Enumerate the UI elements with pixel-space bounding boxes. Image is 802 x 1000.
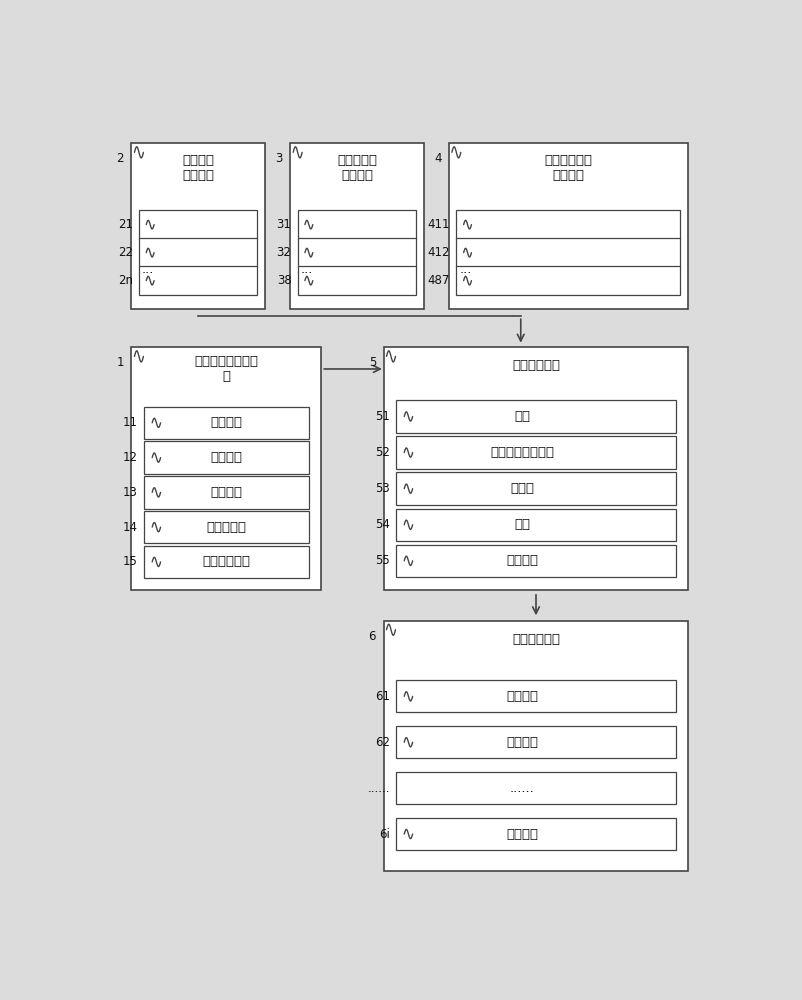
Text: 14: 14	[123, 521, 138, 534]
Text: 11: 11	[123, 416, 138, 429]
Text: 6i: 6i	[379, 828, 389, 841]
Text: 32: 32	[276, 246, 291, 259]
Text: ...: ...	[301, 263, 313, 276]
Text: 55: 55	[375, 554, 389, 567]
Bar	[456, 238, 679, 267]
Text: 3: 3	[275, 152, 282, 165]
Bar	[144, 441, 309, 474]
Text: 51: 51	[375, 410, 389, 423]
Text: ......: ......	[367, 782, 389, 795]
Bar	[298, 266, 415, 295]
Bar	[395, 818, 675, 850]
Text: 不合格品信息
采集组件: 不合格品信息 采集组件	[544, 154, 592, 182]
Text: 警示设施: 警示设施	[505, 690, 537, 703]
Bar	[395, 509, 675, 541]
Text: 62: 62	[375, 736, 389, 749]
Text: 2: 2	[116, 152, 124, 165]
Text: 不合格类型及数量: 不合格类型及数量	[489, 446, 553, 459]
Text: 会计期间: 会计期间	[210, 416, 242, 429]
Bar	[395, 545, 675, 577]
Text: 487: 487	[427, 274, 450, 287]
Text: 成本: 成本	[513, 518, 529, 531]
Text: 投料信息
采集组件: 投料信息 采集组件	[182, 154, 214, 182]
Bar	[132, 143, 265, 309]
Bar	[395, 436, 675, 469]
Bar	[144, 546, 309, 578]
Bar	[395, 400, 675, 433]
Bar	[395, 726, 675, 758]
Text: 警示设施: 警示设施	[505, 828, 537, 841]
Text: ...: ...	[459, 263, 472, 276]
Text: ......: ......	[509, 782, 533, 795]
Text: 工序名称: 工序名称	[210, 451, 242, 464]
Bar	[395, 680, 675, 712]
Bar	[132, 347, 321, 590]
Text: 13: 13	[123, 486, 138, 499]
Text: 38: 38	[277, 274, 291, 287]
Bar	[456, 266, 679, 295]
Text: 警示设施: 警示设施	[505, 736, 537, 749]
Text: 412: 412	[427, 246, 450, 259]
Text: 合格品参数: 合格品参数	[206, 521, 246, 534]
Bar	[383, 620, 687, 871]
Bar	[144, 476, 309, 509]
Bar	[139, 210, 257, 239]
Text: ...: ...	[142, 263, 154, 276]
Text: 4: 4	[433, 152, 441, 165]
Bar	[139, 238, 257, 267]
Text: 31: 31	[276, 218, 291, 231]
Text: 6: 6	[368, 630, 375, 643]
Bar	[298, 238, 415, 267]
Text: 1: 1	[116, 356, 124, 369]
Text: 2n: 2n	[118, 274, 132, 287]
Text: 5: 5	[368, 356, 375, 369]
Text: 投料参数: 投料参数	[210, 486, 242, 499]
Text: 21: 21	[118, 218, 132, 231]
Text: 61: 61	[375, 690, 389, 703]
Bar	[383, 347, 687, 590]
Text: 合格率: 合格率	[509, 482, 533, 495]
Text: 54: 54	[375, 518, 389, 531]
Text: 不合格品参数: 不合格品参数	[202, 555, 250, 568]
Bar	[144, 407, 309, 439]
Bar	[298, 210, 415, 239]
Text: 12: 12	[123, 451, 138, 464]
Text: 成本计算组件: 成本计算组件	[512, 359, 559, 372]
Bar	[448, 143, 687, 309]
Bar	[290, 143, 423, 309]
Bar	[395, 472, 675, 505]
Bar	[395, 772, 675, 804]
Text: 15: 15	[123, 555, 138, 568]
Text: 合格品信息
采集组件: 合格品信息 采集组件	[337, 154, 377, 182]
Text: 产量: 产量	[513, 410, 529, 423]
Bar	[456, 210, 679, 239]
Bar	[144, 511, 309, 543]
Text: 22: 22	[118, 246, 132, 259]
Text: 53: 53	[375, 482, 389, 495]
Bar	[139, 266, 257, 295]
Text: 流水线参数设置组
件: 流水线参数设置组 件	[194, 355, 258, 383]
Text: 费用单耗: 费用单耗	[505, 554, 537, 567]
Text: 52: 52	[375, 446, 389, 459]
Text: 411: 411	[427, 218, 450, 231]
Text: 成本反馈组件: 成本反馈组件	[512, 633, 559, 646]
